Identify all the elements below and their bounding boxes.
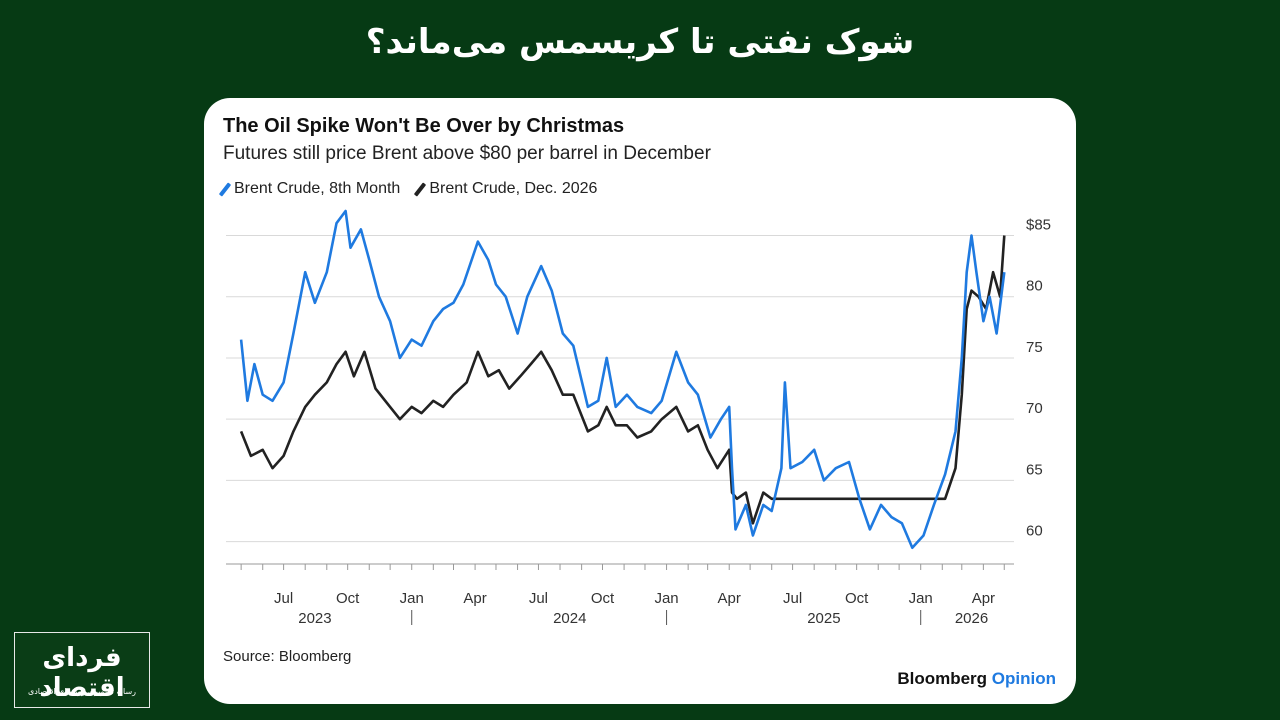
brand-logo: Bloomberg Opinion xyxy=(897,669,1056,689)
series-line-brent-8th-month xyxy=(239,209,1006,550)
year-label: 2026 xyxy=(955,610,988,627)
headline: شوک نفتی تا کریسمس می‌ماند؟ xyxy=(365,22,915,62)
x-tick-label: Oct xyxy=(845,590,869,607)
logo-text: فردای اقتصاد xyxy=(39,643,125,703)
y-tick-label: 65 xyxy=(1026,461,1043,478)
x-tick-label: Jul xyxy=(274,590,293,607)
chart-subtitle: Futures still price Brent above $80 per … xyxy=(223,143,711,164)
year-label: 2025 xyxy=(807,610,840,627)
x-tick-label: Oct xyxy=(591,590,615,607)
x-tick-label: Jul xyxy=(783,590,802,607)
line-chart: $85 80 75 70 65 60 Jul Oct Jan Apr Jul Oct Jan Apr Jul… xyxy=(226,209,1051,627)
x-tick-label: Jan xyxy=(400,590,424,607)
x-tick-label: Oct xyxy=(336,590,360,607)
chart-title: The Oil Spike Won't Be Over by Christmas xyxy=(223,115,625,137)
x-tick-label: Jul xyxy=(529,590,548,607)
y-tick-label: 60 xyxy=(1026,523,1043,540)
chart-card: The Oil Spike Won't Be Over by Christmas… xyxy=(204,98,1076,704)
brand-opinion: Opinion xyxy=(991,669,1056,688)
year-label: 2024 xyxy=(553,610,586,627)
legend-item-blue: Brent Crude, 8th Month xyxy=(218,180,401,198)
year-label: 2023 xyxy=(298,610,331,627)
logo-tagline: رسانه تصویری روندهای اقتصادی xyxy=(27,687,137,696)
x-tick-label: Apr xyxy=(463,590,486,607)
y-tick-label: 80 xyxy=(1026,278,1043,295)
x-tick-label: Apr xyxy=(972,590,995,607)
legend-item-black: Brent Crude, Dec. 2026 xyxy=(414,180,598,198)
x-tick-label: Jan xyxy=(909,590,933,607)
series-line-brent-dec-2026 xyxy=(239,235,1006,525)
x-tick-label: Apr xyxy=(718,590,741,607)
x-tick-label: Jan xyxy=(654,590,678,607)
y-tick-label: 75 xyxy=(1026,339,1043,356)
y-tick-label: $85 xyxy=(1026,216,1051,233)
brand-name: Bloomberg xyxy=(897,669,988,688)
site-logo: فردای اقتصاد رسانه تصویری روندهای اقتصاد… xyxy=(14,632,150,708)
legend: Brent Crude, 8th Month Brent Crude, Dec.… xyxy=(218,180,598,198)
source-note: Source: Bloomberg xyxy=(223,648,352,665)
legend-label-black: Brent Crude, Dec. 2026 xyxy=(429,180,598,197)
legend-label-blue: Brent Crude, 8th Month xyxy=(234,180,401,197)
y-tick-label: 70 xyxy=(1026,400,1043,417)
